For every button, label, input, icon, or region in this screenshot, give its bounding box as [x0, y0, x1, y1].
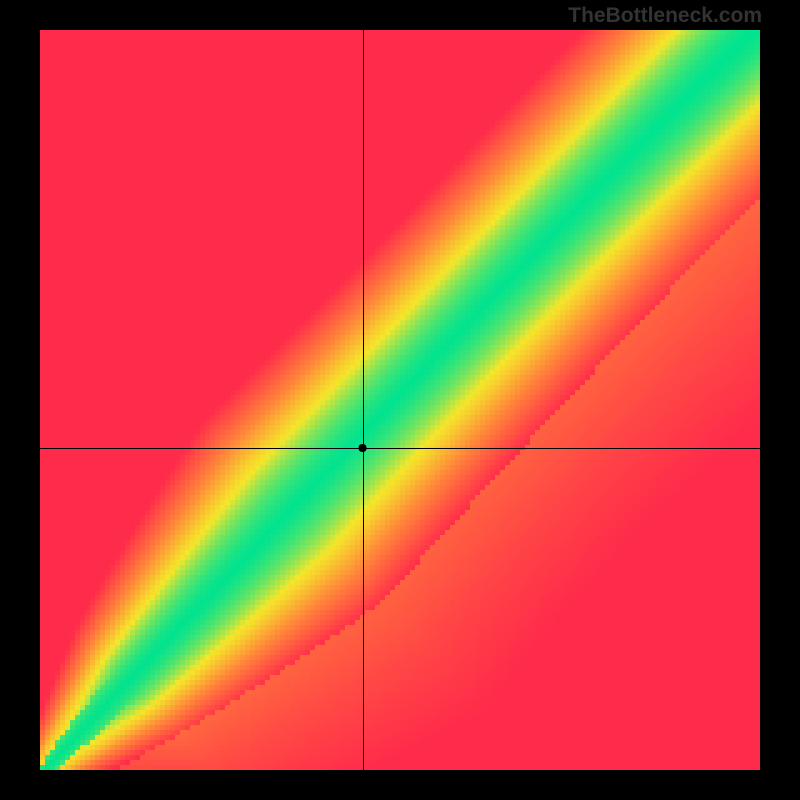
heatmap-canvas — [40, 30, 760, 770]
watermark-text: TheBottleneck.com — [568, 4, 762, 28]
plot-area — [40, 30, 760, 770]
chart-container: TheBottleneck.com — [0, 0, 800, 800]
